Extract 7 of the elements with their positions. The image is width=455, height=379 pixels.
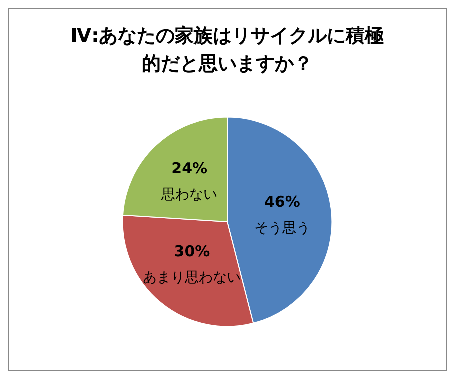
slice-label: あまり思わない — [143, 270, 242, 286]
data-label: 30% — [174, 242, 210, 261]
slice-label: そう思う — [254, 220, 310, 237]
data-label: 46% — [264, 193, 300, 212]
slice-label: 思わない — [160, 187, 218, 204]
chart-title: Ⅳ:あなたの家族はリサイクルに積極的だと思いますか？ — [70, 25, 384, 75]
data-label: 24% — [172, 160, 208, 178]
